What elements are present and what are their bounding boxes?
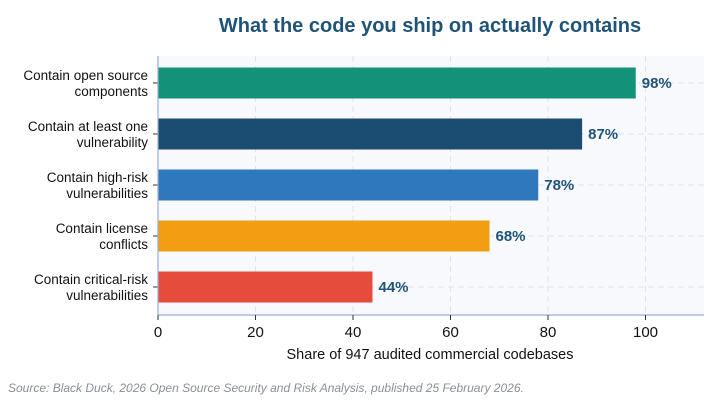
category-label: Contain license conflicts	[56, 221, 149, 252]
x-tick-labels: 0 20 40 60 80 100	[154, 324, 658, 341]
bar	[158, 220, 490, 252]
value-label: 98%	[642, 75, 672, 92]
x-tick-label: 40	[345, 324, 362, 341]
bar	[158, 118, 583, 150]
x-tick-label: 100	[633, 324, 658, 341]
category-labels: Contain open source components Contain at …	[23, 68, 148, 303]
category-label: Contain critical-risk vulnerabilities	[34, 272, 148, 303]
x-tick-label: 0	[154, 324, 162, 341]
bar	[158, 169, 539, 201]
value-labels: 98% 87% 78% 68% 44%	[379, 75, 672, 296]
category-label: Contain at least one vulnerability	[28, 119, 148, 150]
chart-title: What the code you ship on actually conta…	[219, 15, 641, 37]
category-label: Contain high-risk vulnerabilities	[47, 170, 149, 201]
axes	[153, 56, 704, 320]
bar	[158, 67, 636, 99]
x-tick-label: 60	[442, 324, 459, 341]
value-label: 44%	[379, 279, 409, 296]
bar	[158, 271, 373, 303]
bars	[158, 67, 636, 303]
source-note: Source: Black Duck, 2026 Open Source Sec…	[8, 381, 524, 395]
value-label: 78%	[544, 177, 574, 194]
category-label: Contain open source components	[23, 68, 148, 99]
x-axis-label: Share of 947 audited commercial codebase…	[287, 347, 574, 363]
x-tick-label: 80	[540, 324, 557, 341]
value-label: 87%	[588, 126, 618, 143]
value-label: 68%	[496, 228, 526, 245]
x-tick-label: 20	[247, 324, 264, 341]
